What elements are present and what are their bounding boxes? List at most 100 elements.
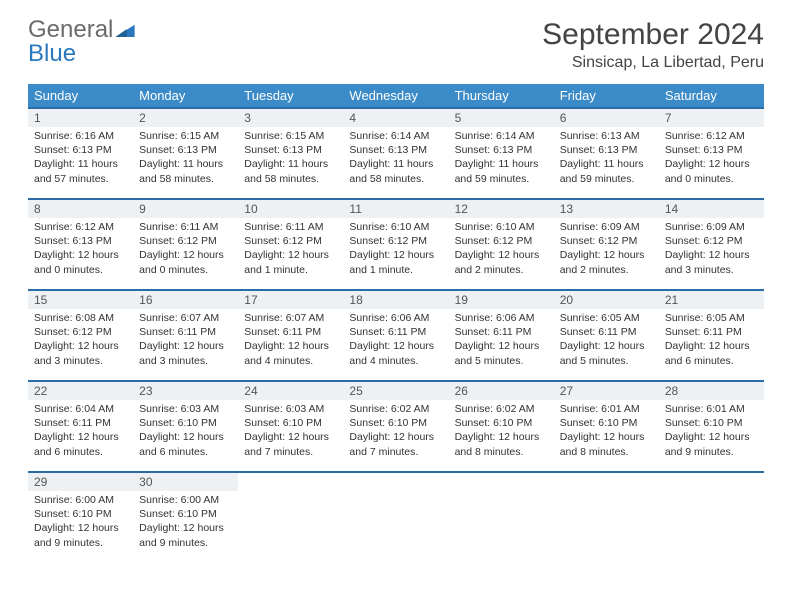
sunrise-line: Sunrise: 6:09 AM [665,220,758,234]
weekday-header: Friday [554,84,659,108]
day-content-cell: Sunrise: 6:09 AMSunset: 6:12 PMDaylight:… [554,218,659,290]
sunrise-line: Sunrise: 6:02 AM [455,402,548,416]
day-content-cell: Sunrise: 6:02 AMSunset: 6:10 PMDaylight:… [449,400,554,472]
day-content-cell [554,491,659,563]
day-content-cell: Sunrise: 6:03 AMSunset: 6:10 PMDaylight:… [238,400,343,472]
weekday-header: Thursday [449,84,554,108]
day-number-cell [343,472,448,491]
sunset-line: Sunset: 6:10 PM [244,416,337,430]
sunset-line: Sunset: 6:11 PM [349,325,442,339]
sunset-line: Sunset: 6:10 PM [139,416,232,430]
day-number-row: 1234567 [28,108,764,127]
sunrise-line: Sunrise: 6:14 AM [349,129,442,143]
sunrise-line: Sunrise: 6:02 AM [349,402,442,416]
day-number-cell: 20 [554,290,659,309]
sunrise-line: Sunrise: 6:15 AM [244,129,337,143]
daylight-line: Daylight: 11 hours and 59 minutes. [455,157,548,185]
sunset-line: Sunset: 6:13 PM [455,143,548,157]
day-number-cell: 14 [659,199,764,218]
day-number-cell [449,472,554,491]
day-content-cell: Sunrise: 6:02 AMSunset: 6:10 PMDaylight:… [343,400,448,472]
sunrise-line: Sunrise: 6:09 AM [560,220,653,234]
sunrise-line: Sunrise: 6:10 AM [455,220,548,234]
day-number-cell: 19 [449,290,554,309]
daylight-line: Daylight: 12 hours and 4 minutes. [244,339,337,367]
sunrise-line: Sunrise: 6:10 AM [349,220,442,234]
daylight-line: Daylight: 12 hours and 6 minutes. [665,339,758,367]
sunrise-line: Sunrise: 6:01 AM [560,402,653,416]
day-number-row: 2930 [28,472,764,491]
sunset-line: Sunset: 6:11 PM [139,325,232,339]
page-container: GeneralBlue September 2024 Sinsicap, La … [0,0,792,581]
day-number-cell: 27 [554,381,659,400]
day-number-cell: 21 [659,290,764,309]
sunset-line: Sunset: 6:11 PM [455,325,548,339]
daylight-line: Daylight: 12 hours and 8 minutes. [560,430,653,458]
daylight-line: Daylight: 12 hours and 0 minutes. [34,248,127,276]
day-number-cell: 2 [133,108,238,127]
logo-word1: General [28,18,113,42]
day-content-cell: Sunrise: 6:01 AMSunset: 6:10 PMDaylight:… [554,400,659,472]
day-number-cell: 13 [554,199,659,218]
title-block: September 2024 Sinsicap, La Libertad, Pe… [542,18,764,72]
day-number-cell: 16 [133,290,238,309]
header: GeneralBlue September 2024 Sinsicap, La … [28,18,764,72]
daylight-line: Daylight: 11 hours and 58 minutes. [244,157,337,185]
sunrise-line: Sunrise: 6:12 AM [34,220,127,234]
day-number-cell: 15 [28,290,133,309]
sunset-line: Sunset: 6:13 PM [34,143,127,157]
logo-word2: Blue [28,40,76,67]
sunrise-line: Sunrise: 6:11 AM [244,220,337,234]
daylight-line: Daylight: 12 hours and 0 minutes. [665,157,758,185]
sunset-line: Sunset: 6:10 PM [349,416,442,430]
day-number-row: 15161718192021 [28,290,764,309]
day-number-cell: 22 [28,381,133,400]
day-number-cell: 3 [238,108,343,127]
sunrise-line: Sunrise: 6:14 AM [455,129,548,143]
month-title: September 2024 [542,18,764,52]
location: Sinsicap, La Libertad, Peru [542,54,764,72]
sunset-line: Sunset: 6:13 PM [139,143,232,157]
sunrise-line: Sunrise: 6:08 AM [34,311,127,325]
daylight-line: Daylight: 12 hours and 9 minutes. [139,521,232,549]
day-number-cell: 9 [133,199,238,218]
day-content-cell: Sunrise: 6:05 AMSunset: 6:11 PMDaylight:… [554,309,659,381]
day-number-cell: 29 [28,472,133,491]
day-content-cell: Sunrise: 6:07 AMSunset: 6:11 PMDaylight:… [133,309,238,381]
day-content-cell [449,491,554,563]
sunrise-line: Sunrise: 6:00 AM [139,493,232,507]
day-content-cell [343,491,448,563]
day-number-cell [659,472,764,491]
daylight-line: Daylight: 12 hours and 7 minutes. [349,430,442,458]
day-content-cell: Sunrise: 6:12 AMSunset: 6:13 PMDaylight:… [28,218,133,290]
daylight-line: Daylight: 12 hours and 3 minutes. [665,248,758,276]
sunrise-line: Sunrise: 6:07 AM [139,311,232,325]
sunrise-line: Sunrise: 6:05 AM [560,311,653,325]
daylight-line: Daylight: 11 hours and 57 minutes. [34,157,127,185]
day-number-cell: 23 [133,381,238,400]
daylight-line: Daylight: 12 hours and 7 minutes. [244,430,337,458]
day-content-cell: Sunrise: 6:06 AMSunset: 6:11 PMDaylight:… [343,309,448,381]
daylight-line: Daylight: 12 hours and 5 minutes. [560,339,653,367]
day-content-cell: Sunrise: 6:11 AMSunset: 6:12 PMDaylight:… [238,218,343,290]
day-content-cell: Sunrise: 6:06 AMSunset: 6:11 PMDaylight:… [449,309,554,381]
daylight-line: Daylight: 12 hours and 8 minutes. [455,430,548,458]
daylight-line: Daylight: 12 hours and 0 minutes. [139,248,232,276]
day-number-cell: 17 [238,290,343,309]
daylight-line: Daylight: 12 hours and 6 minutes. [34,430,127,458]
day-content-cell [659,491,764,563]
logo: GeneralBlue [28,18,135,66]
day-number-cell: 30 [133,472,238,491]
weekday-header: Monday [133,84,238,108]
day-number-cell: 11 [343,199,448,218]
sunrise-line: Sunrise: 6:15 AM [139,129,232,143]
weekday-header-row: Sunday Monday Tuesday Wednesday Thursday… [28,84,764,108]
sunset-line: Sunset: 6:11 PM [560,325,653,339]
sunset-line: Sunset: 6:10 PM [560,416,653,430]
sunrise-line: Sunrise: 6:12 AM [665,129,758,143]
sunrise-line: Sunrise: 6:16 AM [34,129,127,143]
day-number-row: 891011121314 [28,199,764,218]
day-content-cell [238,491,343,563]
day-content-cell: Sunrise: 6:11 AMSunset: 6:12 PMDaylight:… [133,218,238,290]
day-number-cell: 7 [659,108,764,127]
